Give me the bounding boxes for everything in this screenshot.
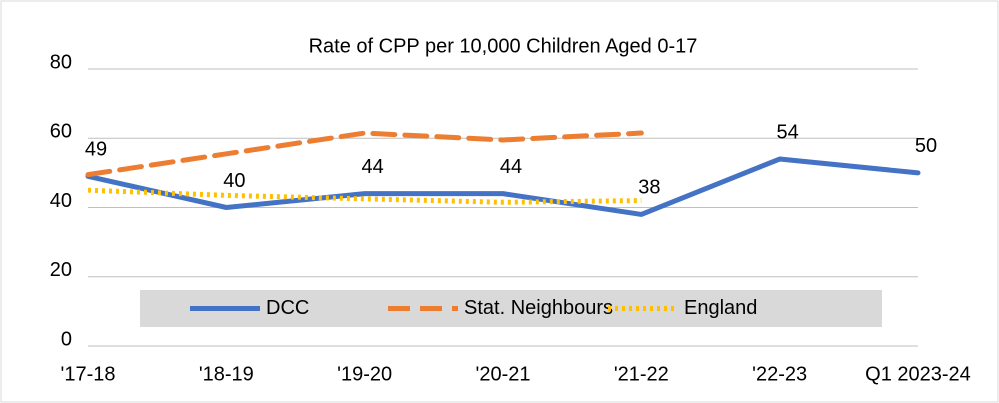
- x-tick-label: '20-21: [476, 363, 531, 385]
- x-tick-label: Q1 2023-24: [865, 363, 971, 385]
- data-label: 50: [915, 135, 937, 157]
- x-tick-label: '22-23: [752, 363, 807, 385]
- data-label: 38: [638, 177, 660, 199]
- x-tick-label: '19-20: [337, 363, 392, 385]
- legend-label: DCC: [266, 297, 309, 319]
- y-tick-label: 60: [50, 121, 72, 143]
- y-tick-label: 0: [61, 328, 72, 350]
- data-label: 54: [777, 121, 799, 143]
- series-line: [85, 156, 921, 217]
- y-tick-label: 80: [50, 51, 72, 73]
- legend-box: [140, 290, 882, 327]
- y-tick-label: 40: [50, 190, 72, 212]
- legend-label: England: [684, 297, 757, 319]
- x-tick-label: '17-18: [61, 363, 116, 385]
- data-label: 44: [500, 156, 522, 178]
- x-tick-label: '18-19: [199, 363, 254, 385]
- data-label: 44: [362, 156, 384, 178]
- data-label: 40: [223, 170, 245, 192]
- data-label: 49: [85, 139, 107, 161]
- series-line: [87, 187, 642, 205]
- chart-title: Rate of CPP per 10,000 Children Aged 0-1…: [309, 35, 698, 57]
- y-tick-label: 20: [50, 259, 72, 281]
- series-line: [85, 130, 644, 178]
- x-tick-label: '21-22: [614, 363, 669, 385]
- legend-label: Stat. Neighbours: [464, 297, 613, 319]
